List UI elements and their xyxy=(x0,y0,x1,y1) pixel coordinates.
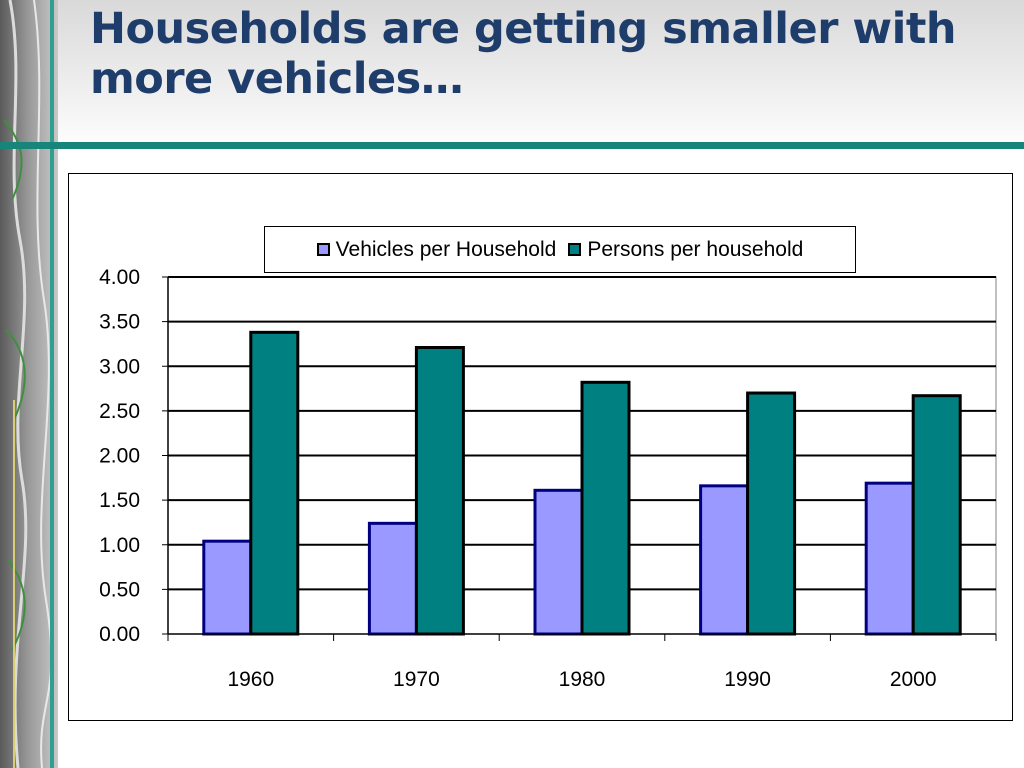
bar-persons-1990 xyxy=(746,391,797,636)
legend-swatch-vehicles xyxy=(316,243,330,256)
bar-persons-1960 xyxy=(249,330,300,636)
decorative-map-strip xyxy=(0,0,58,768)
y-tick-label: 3.00 xyxy=(99,355,140,378)
x-tick-label: 2000 xyxy=(890,668,937,691)
bar-vehicles-1990 xyxy=(699,484,750,636)
y-tick-label: 1.50 xyxy=(99,489,140,512)
slide-title: Households are getting smaller with more… xyxy=(90,4,957,104)
x-axis-labels: 1960 1970 1980 1990 2000 xyxy=(227,668,936,691)
title-divider xyxy=(0,142,1024,149)
bar-persons-1970 xyxy=(414,346,465,636)
bars xyxy=(202,330,962,636)
bar-vehicles-2000 xyxy=(864,481,915,636)
legend-label-vehicles: Vehicles per Household xyxy=(335,237,557,261)
x-tick-label: 1970 xyxy=(393,668,440,691)
y-tick-label: 3.50 xyxy=(99,311,140,334)
bar-vehicles-1960 xyxy=(202,539,253,636)
x-tick-label: 1960 xyxy=(227,668,274,691)
legend-label-persons: Persons per household xyxy=(587,237,804,261)
y-tick-label: 0.00 xyxy=(99,623,140,646)
legend-item-persons: Persons per household xyxy=(568,238,803,262)
y-tick-label: 1.00 xyxy=(99,534,140,557)
legend-item-vehicles: Vehicles per Household xyxy=(316,237,557,262)
bar-persons-1980 xyxy=(580,380,631,636)
bar-persons-2000 xyxy=(911,394,962,636)
bar-vehicles-1970 xyxy=(367,521,418,636)
y-tick-label: 0.50 xyxy=(99,578,140,601)
axes xyxy=(162,276,997,641)
x-tick-label: 1980 xyxy=(559,668,606,691)
legend-swatch-persons xyxy=(568,243,582,256)
bar-vehicles-1980 xyxy=(533,488,584,636)
y-tick-label: 2.00 xyxy=(99,445,140,468)
chart-legend: Vehicles per Household Persons per house… xyxy=(264,226,856,273)
y-tick-label: 2.50 xyxy=(99,400,140,423)
y-tick-label: 4.00 xyxy=(99,266,140,289)
y-axis-labels: 0.00 0.50 1.00 1.50 2.00 2.50 3.00 3.50 4.00 xyxy=(99,266,140,646)
x-tick-label: 1990 xyxy=(724,668,771,691)
